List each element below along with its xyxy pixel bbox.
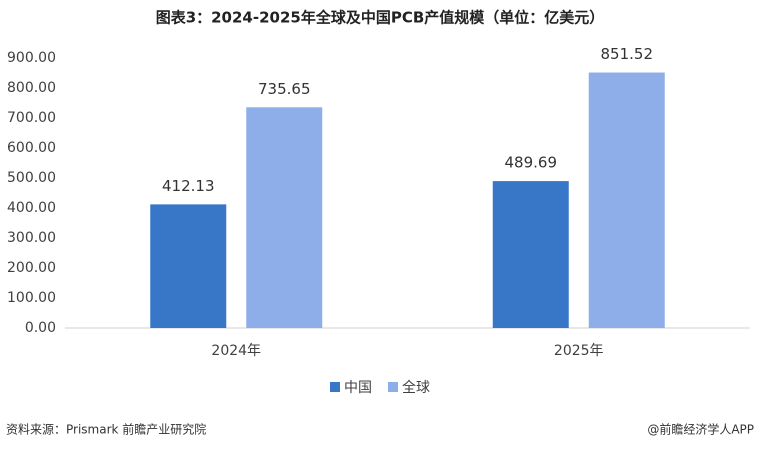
y-tick-label: 800.00 bbox=[7, 80, 56, 96]
y-tick-label: 200.00 bbox=[7, 260, 56, 276]
value-label: 735.65 bbox=[258, 80, 311, 98]
legend-swatch bbox=[330, 382, 340, 392]
y-tick-label: 400.00 bbox=[7, 200, 56, 216]
x-tick-label: 2024年 bbox=[211, 343, 261, 359]
y-tick-label: 500.00 bbox=[7, 170, 56, 186]
source-note: 资料来源：Prismark 前瞻产业研究院 bbox=[6, 422, 206, 437]
y-tick-label: 700.00 bbox=[7, 110, 56, 126]
y-tick-label: 0.00 bbox=[25, 320, 56, 336]
chart-title: 图表3：2024-2025年全球及中国PCB产值规模（单位：亿美元） bbox=[156, 9, 605, 27]
y-tick-label: 300.00 bbox=[7, 230, 56, 246]
bar bbox=[150, 204, 227, 328]
bar bbox=[588, 72, 665, 328]
legend-swatch bbox=[388, 382, 398, 392]
credit: @前瞻经济学人APP bbox=[647, 422, 754, 437]
value-label: 412.13 bbox=[162, 177, 215, 195]
y-tick-label: 100.00 bbox=[7, 290, 56, 306]
bar bbox=[246, 107, 323, 329]
y-tick-label: 600.00 bbox=[7, 140, 56, 156]
bar bbox=[492, 181, 569, 328]
legend-label: 全球 bbox=[402, 379, 430, 396]
legend-label: 中国 bbox=[344, 380, 372, 396]
x-tick-label: 2025年 bbox=[554, 343, 604, 359]
y-tick-label: 900.00 bbox=[7, 50, 56, 66]
value-label: 851.52 bbox=[601, 45, 654, 63]
value-label: 489.69 bbox=[505, 154, 558, 172]
